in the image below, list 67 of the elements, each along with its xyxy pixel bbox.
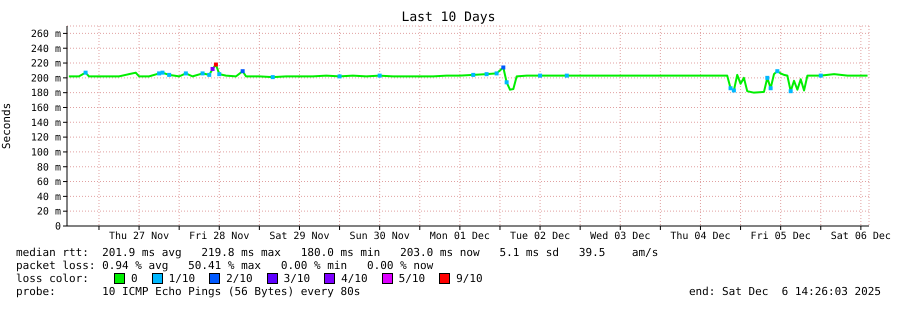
legend-label: 3/10	[282, 272, 310, 285]
point	[564, 74, 569, 78]
y-axis-title: Seconds	[0, 102, 13, 150]
point	[210, 66, 215, 71]
y-tick-label: 240 m	[30, 44, 61, 55]
point	[167, 72, 172, 77]
x-tick-label: Sat 06 Dec	[830, 231, 891, 242]
x-tick-label: Sat 29 Nov	[269, 231, 330, 242]
y-tick-label: 140 m	[30, 118, 61, 129]
y-tick-label: 120 m	[30, 132, 61, 144]
chart-title: Last 10 Days	[400, 9, 496, 25]
legend-label: 9/10	[455, 272, 483, 285]
text: median rtt: 201.9 ms avg 219.8 ms max 180.0 ms min 203.0 ms now 5.1 ms sd 39.5 am/s	[16, 246, 660, 259]
point	[200, 71, 205, 76]
legend-label: 5/10	[398, 272, 426, 285]
legend-label: 4/10	[340, 272, 368, 285]
legend-label: 2/10	[225, 272, 253, 285]
point	[84, 70, 88, 75]
point	[768, 86, 773, 90]
x-tick-label: Tue 02 Dec	[510, 231, 570, 242]
x-tick-label: Thu 04 Dec	[670, 231, 731, 242]
x-tick-label: Fri 05 Dec	[750, 231, 811, 242]
point	[504, 80, 509, 84]
y-tick-label: 180 m	[30, 88, 61, 100]
y-tick-label: 80 m	[36, 162, 61, 174]
text: probe: 10 ICMP Echo Pings (56 Bytes) every 80s	[16, 285, 360, 299]
y-tick-label: 160 m	[30, 103, 61, 114]
x-tick-label: Mon 01 Dec	[430, 231, 490, 242]
point	[157, 71, 162, 76]
point	[217, 72, 222, 76]
point	[775, 69, 780, 74]
y-tick-label: 0	[54, 222, 61, 233]
point	[732, 88, 736, 92]
x-tick-label: Fri 28 Nov	[189, 231, 250, 242]
point	[728, 86, 733, 90]
legend-label: 1/10	[168, 272, 196, 285]
point	[788, 89, 793, 94]
point	[240, 69, 245, 74]
legend-label: 0	[130, 272, 138, 285]
point	[207, 72, 212, 77]
point	[818, 74, 823, 78]
point	[270, 75, 275, 80]
y-tick-label: 200 m	[30, 73, 61, 84]
y-tick-label: 100 m	[30, 147, 61, 158]
point	[471, 72, 476, 77]
point	[501, 65, 506, 70]
point	[538, 74, 542, 78]
y-tick-label: 20 m	[36, 206, 61, 218]
point	[160, 70, 164, 75]
y-tick-label: 40 m	[36, 192, 61, 203]
text: packet loss: 0.94 % avg 50.41 % max 0.00 % min 0.00 % now	[16, 259, 434, 272]
y-tick-label: 60 m	[36, 177, 61, 188]
point	[378, 74, 382, 78]
y-tick-label: 220 m	[30, 58, 61, 70]
point	[214, 62, 218, 67]
y-tick-label: 260 m	[30, 28, 61, 40]
point	[484, 72, 489, 76]
line-series	[68, 64, 869, 94]
x-tick-label: Thu 27 Nov	[108, 231, 170, 242]
point	[494, 71, 499, 76]
legend-title: loss color:	[16, 272, 90, 285]
point	[184, 71, 188, 76]
point	[765, 76, 770, 80]
x-tick-label: Sun 30 Nov	[350, 231, 410, 242]
point	[338, 74, 342, 78]
x-tick-label: Wed 03 Dec	[590, 231, 650, 242]
text: end: Sat Dec 6 14:26:03 2025	[688, 285, 881, 299]
